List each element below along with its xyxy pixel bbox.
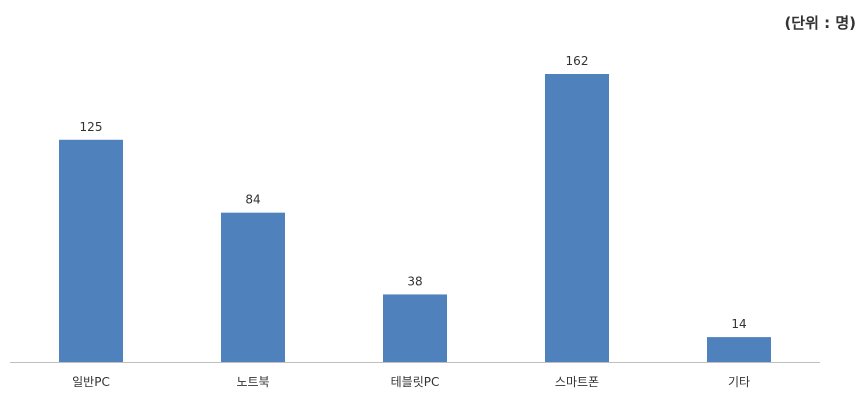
data-label-3: 38 — [407, 274, 422, 288]
bar-2 — [221, 212, 285, 362]
data-label-4: 162 — [566, 54, 589, 68]
category-label-1: 일반PC — [72, 375, 110, 389]
data-label-5: 14 — [731, 317, 746, 331]
data-label-2: 84 — [245, 193, 260, 207]
category-label-5: 기타 — [728, 375, 750, 389]
data-label-1: 125 — [80, 120, 103, 134]
bar-4 — [545, 74, 609, 362]
bar-3 — [383, 294, 447, 362]
category-label-4: 스마트폰 — [555, 375, 599, 389]
category-labels-group: 일반PC 노트북 테블릿PC 스마트폰 기타 — [72, 375, 750, 389]
category-label-2: 노트북 — [236, 375, 269, 389]
value-labels-group: 125 84 38 162 14 — [80, 54, 747, 331]
category-label-3: 테블릿PC — [391, 375, 440, 389]
bar-5 — [707, 337, 771, 362]
bars-group — [59, 74, 771, 362]
unit-note: (단위 : 명) — [784, 14, 856, 32]
bar-1 — [59, 139, 123, 362]
